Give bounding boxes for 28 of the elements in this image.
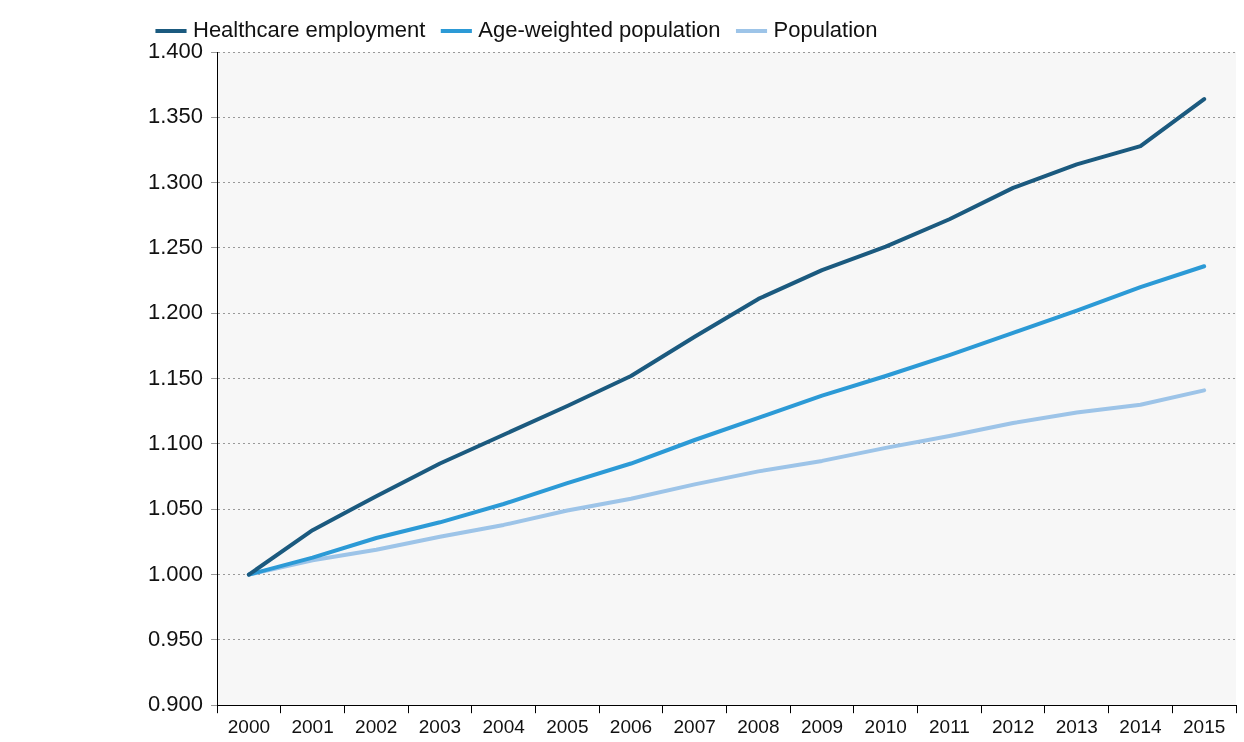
x-tick-label: 2004 — [482, 715, 526, 737]
y-tick-label: 0.900 — [147, 691, 204, 717]
x-tick-label: 2010 — [864, 715, 907, 737]
x-tick-label: 2013 — [1055, 715, 1098, 737]
y-tick-label: 1.000 — [147, 560, 204, 586]
x-tick-label: 2007 — [673, 715, 716, 737]
x-tick-label: 2008 — [737, 715, 780, 737]
y-tick-label: 0.950 — [147, 625, 204, 651]
x-tick-label: 2005 — [546, 715, 589, 737]
x-tick-label: 2012 — [991, 715, 1035, 737]
y-tick-label: 1.100 — [147, 429, 204, 455]
y-tick-label: 1.350 — [147, 103, 204, 129]
x-tick-label: 2006 — [609, 715, 653, 737]
x-tick-label: 2003 — [418, 715, 462, 737]
y-tick-label: 1.200 — [147, 299, 204, 325]
legend-label: Population — [773, 17, 878, 43]
y-tick-label: 1.050 — [147, 495, 204, 521]
x-tick-label: 2015 — [1183, 715, 1226, 737]
x-tick-label: 2000 — [227, 715, 271, 737]
legend-label: Age-weighted population — [478, 17, 721, 43]
x-tick-label: 2014 — [1119, 715, 1163, 737]
y-tick-label: 1.150 — [147, 364, 204, 390]
y-tick-label: 1.250 — [147, 234, 204, 260]
x-tick-label: 2011 — [928, 715, 970, 737]
x-tick-label: 2002 — [355, 715, 398, 737]
x-tick-label: 2009 — [800, 715, 844, 737]
y-tick-label: 1.300 — [147, 168, 204, 194]
x-tick-label: 2001 — [291, 715, 334, 737]
